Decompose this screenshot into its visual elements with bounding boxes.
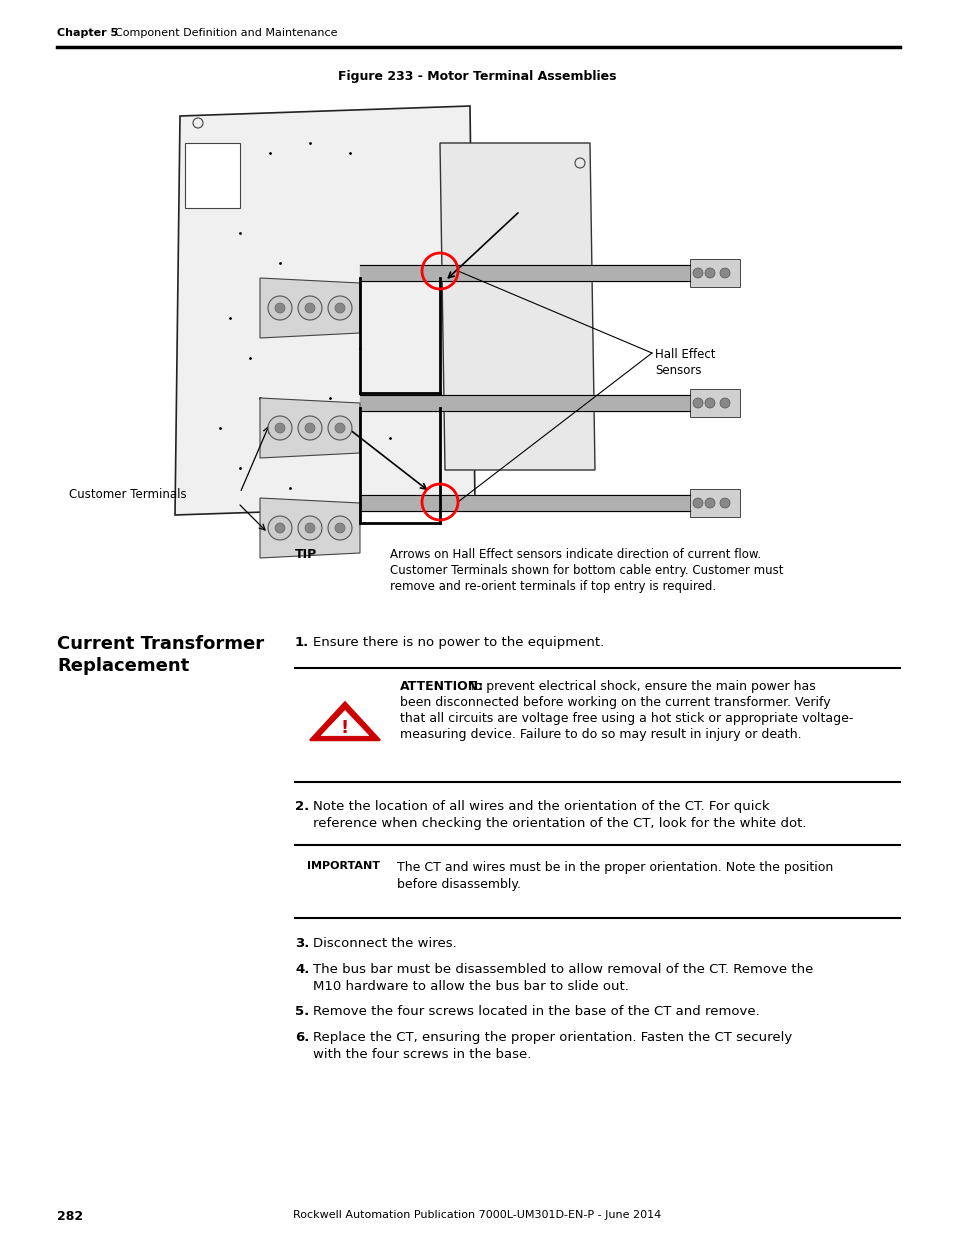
Text: Arrows on Hall Effect sensors indicate direction of current flow.: Arrows on Hall Effect sensors indicate d… xyxy=(390,548,760,561)
Text: measuring device. Failure to do so may result in injury or death.: measuring device. Failure to do so may r… xyxy=(399,727,801,741)
Text: Current Transformer: Current Transformer xyxy=(57,635,264,653)
Circle shape xyxy=(692,268,702,278)
Text: IMPORTANT: IMPORTANT xyxy=(307,861,379,871)
Bar xyxy=(689,259,740,287)
Circle shape xyxy=(305,522,314,534)
Text: 5.: 5. xyxy=(294,1005,309,1018)
Circle shape xyxy=(274,522,285,534)
Text: 6.: 6. xyxy=(294,1031,309,1044)
Polygon shape xyxy=(310,703,379,740)
Circle shape xyxy=(268,516,292,540)
Circle shape xyxy=(692,498,702,508)
Circle shape xyxy=(335,303,345,312)
Text: Customer Terminals shown for bottom cable entry. Customer must: Customer Terminals shown for bottom cabl… xyxy=(390,564,782,577)
Text: 282: 282 xyxy=(57,1210,83,1223)
Text: 1.: 1. xyxy=(294,636,309,650)
Text: before disassembly.: before disassembly. xyxy=(396,878,520,890)
Text: 3.: 3. xyxy=(294,937,309,950)
Text: ATTENTION:: ATTENTION: xyxy=(399,680,483,693)
Text: Rockwell Automation Publication 7000L-UM301D-EN-P - June 2014: Rockwell Automation Publication 7000L-UM… xyxy=(293,1210,660,1220)
Text: Remove the four screws located in the base of the CT and remove.: Remove the four screws located in the ba… xyxy=(313,1005,759,1018)
Circle shape xyxy=(274,424,285,433)
Text: Replace the CT, ensuring the proper orientation. Fasten the CT securely: Replace the CT, ensuring the proper orie… xyxy=(313,1031,791,1044)
Text: Hall Effect: Hall Effect xyxy=(655,348,715,361)
Text: that all circuits are voltage free using a hot stick or appropriate voltage-: that all circuits are voltage free using… xyxy=(399,713,853,725)
Text: with the four screws in the base.: with the four screws in the base. xyxy=(313,1049,531,1061)
Text: Ensure there is no power to the equipment.: Ensure there is no power to the equipmen… xyxy=(313,636,603,650)
Text: Sensors: Sensors xyxy=(655,364,700,377)
Circle shape xyxy=(305,303,314,312)
Text: Disconnect the wires.: Disconnect the wires. xyxy=(313,937,456,950)
Polygon shape xyxy=(439,143,595,471)
Circle shape xyxy=(704,398,714,408)
Circle shape xyxy=(328,296,352,320)
Circle shape xyxy=(328,516,352,540)
Text: Replacement: Replacement xyxy=(57,657,189,676)
Text: reference when checking the orientation of the CT, look for the white dot.: reference when checking the orientation … xyxy=(313,818,805,830)
Text: 2.: 2. xyxy=(294,800,309,813)
Text: Component Definition and Maintenance: Component Definition and Maintenance xyxy=(115,28,337,38)
Circle shape xyxy=(704,498,714,508)
Circle shape xyxy=(335,424,345,433)
Text: To prevent electrical shock, ensure the main power has: To prevent electrical shock, ensure the … xyxy=(464,680,815,693)
Text: The bus bar must be disassembled to allow removal of the CT. Remove the: The bus bar must be disassembled to allo… xyxy=(313,963,813,976)
Bar xyxy=(689,389,740,417)
Text: been disconnected before working on the current transformer. Verify: been disconnected before working on the … xyxy=(399,697,830,709)
Text: The CT and wires must be in the proper orientation. Note the position: The CT and wires must be in the proper o… xyxy=(396,861,832,874)
Circle shape xyxy=(297,516,322,540)
Polygon shape xyxy=(260,398,359,458)
Circle shape xyxy=(720,268,729,278)
Polygon shape xyxy=(174,106,475,515)
Bar xyxy=(689,489,740,517)
Circle shape xyxy=(268,416,292,440)
Text: !: ! xyxy=(340,719,349,737)
Text: Figure 233 - Motor Terminal Assemblies: Figure 233 - Motor Terminal Assemblies xyxy=(337,70,616,83)
Text: 4.: 4. xyxy=(294,963,309,976)
Text: M10 hardware to allow the bus bar to slide out.: M10 hardware to allow the bus bar to sli… xyxy=(313,981,628,993)
Text: TIP: TIP xyxy=(294,548,317,561)
Circle shape xyxy=(704,268,714,278)
Circle shape xyxy=(305,424,314,433)
Circle shape xyxy=(335,522,345,534)
Circle shape xyxy=(274,303,285,312)
Polygon shape xyxy=(260,498,359,558)
Polygon shape xyxy=(260,278,359,338)
Circle shape xyxy=(720,498,729,508)
Circle shape xyxy=(268,296,292,320)
Circle shape xyxy=(297,416,322,440)
Bar xyxy=(185,143,240,207)
Circle shape xyxy=(297,296,322,320)
Circle shape xyxy=(720,398,729,408)
Text: Customer Terminals: Customer Terminals xyxy=(69,488,187,501)
Text: Note the location of all wires and the orientation of the CT. For quick: Note the location of all wires and the o… xyxy=(313,800,769,813)
Text: remove and re-orient terminals if top entry is required.: remove and re-orient terminals if top en… xyxy=(390,580,716,593)
Text: Chapter 5: Chapter 5 xyxy=(57,28,118,38)
Polygon shape xyxy=(321,710,369,736)
Circle shape xyxy=(328,416,352,440)
Circle shape xyxy=(692,398,702,408)
